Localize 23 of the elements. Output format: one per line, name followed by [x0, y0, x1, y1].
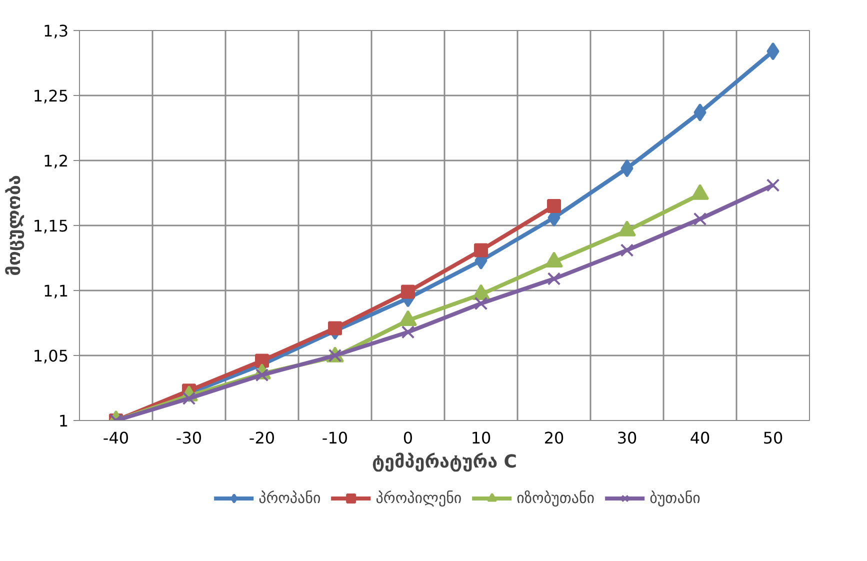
x-tick-label: -30 [176, 428, 202, 448]
y-tick-label: 1,3 [43, 22, 69, 40]
y-tick-label: 1,25 [32, 86, 68, 106]
y-tick-label: 1,05 [32, 346, 68, 366]
x-tick-label: -20 [248, 428, 276, 448]
y-tick-label: 1 [58, 412, 69, 430]
x-tick-label: 30 [616, 428, 638, 448]
legend-label: პროპანი [258, 488, 321, 506]
x-tick-label: -10 [322, 428, 348, 448]
y-tick-label: 1,15 [32, 216, 68, 236]
x-tick-label: 0 [402, 428, 414, 448]
x-axis-title: ტემპერატურა C [372, 452, 518, 472]
x-tick-label: 10 [470, 428, 492, 448]
x-tick-label: -40 [102, 428, 130, 448]
y-tick-label: 1,2 [43, 152, 69, 170]
x-tick-label: 20 [544, 428, 564, 448]
legend-label: პროპილენი [376, 488, 462, 506]
x-tick-label: 50 [762, 428, 784, 448]
y-tick-label: 1,1 [43, 282, 69, 300]
legend-label: ბუთანი [650, 488, 700, 506]
legend-label: იზობუთანი [516, 488, 595, 506]
x-tick-label: 40 [690, 428, 710, 448]
y-axis-title: მოცულობა [4, 175, 25, 276]
